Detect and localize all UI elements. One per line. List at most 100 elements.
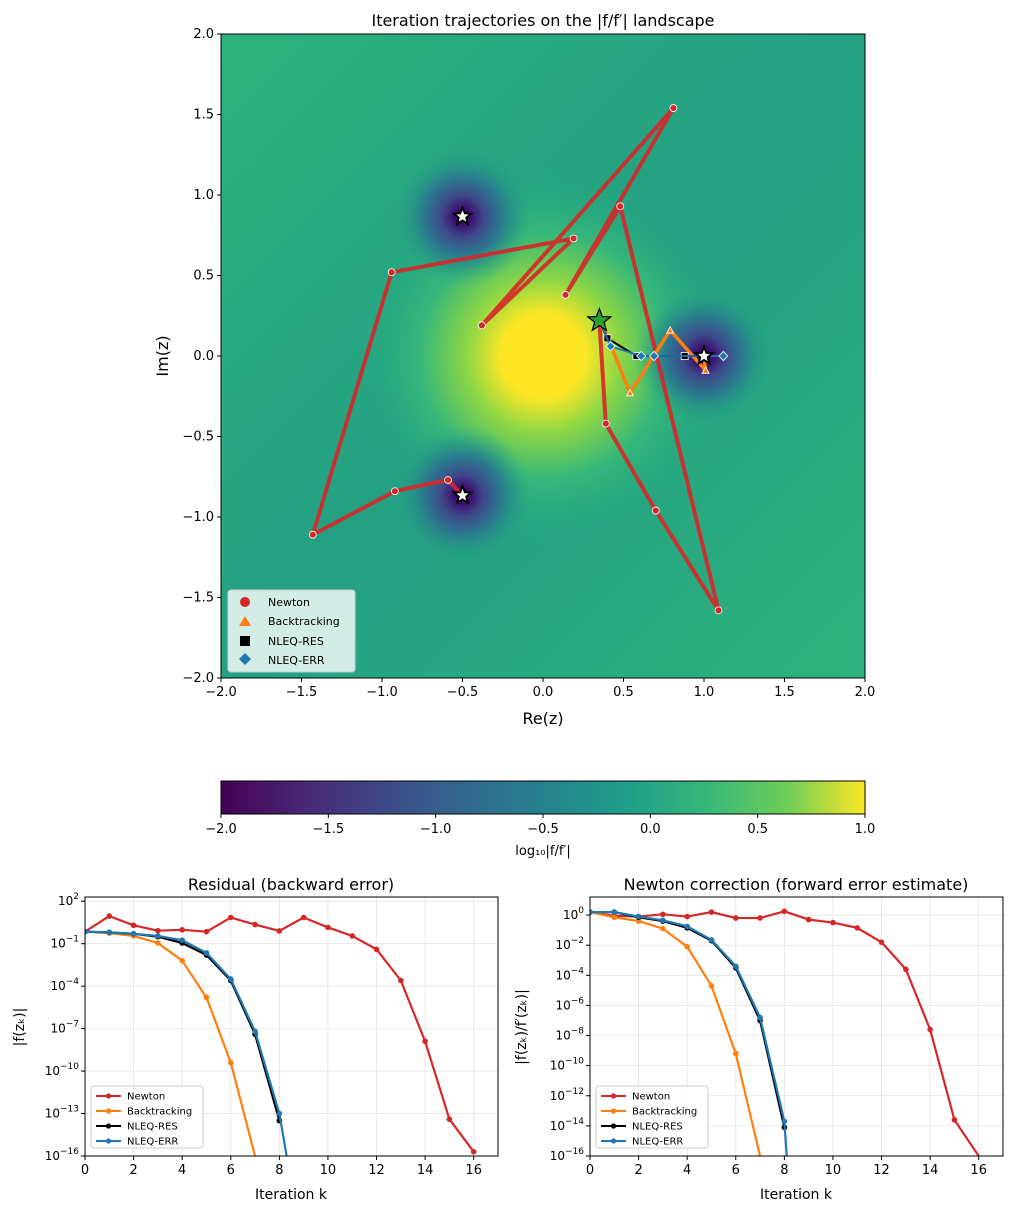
series-point [660,917,666,924]
trajectory-plot: Iteration trajectories on the |f/f′| lan… [153,11,875,728]
y-tick-exponent: −16 [60,1147,79,1157]
colorbar-tick-label: −0.5 [527,822,559,837]
y-tick-label: 10−12 [550,1087,584,1103]
x-tick-label: 0.0 [533,685,554,700]
series-point [446,1116,453,1123]
legend-label: Newton [268,596,310,609]
y-tick-base: 10 [550,1149,565,1163]
series-point [179,927,185,933]
legend-label: Newton [632,1092,670,1103]
x-tick-label: 12 [873,1163,890,1178]
series-point [106,913,113,919]
legend-label: NLEQ-RES [632,1122,683,1133]
colorbar-tick-label: 0.0 [640,822,661,837]
series-point [227,914,234,921]
y-tick-label: 0.0 [193,349,214,364]
legend-marker-icon [105,1093,112,1099]
start-star-icon [586,306,613,332]
series-point [708,937,715,943]
series-point [854,925,861,931]
y-tick-label: 10−10 [45,1062,80,1078]
series-point [660,925,666,932]
y-tick-label: 10−8 [555,1027,584,1043]
legend-item-backtracking: Backtracking [239,615,340,628]
legend-marker-icon [105,1123,112,1129]
circle-marker-icon [240,597,250,607]
diamond-marker [605,341,616,352]
x-tick-label: 14 [922,1163,939,1178]
series-point [179,937,185,943]
y-tick-base: 10 [555,968,570,982]
circle-marker [561,290,570,299]
series-point [252,1028,258,1035]
triangle-marker [701,366,710,374]
series-point [732,1050,739,1057]
y-tick-label: 10−14 [550,1117,585,1133]
circle-marker [390,487,399,496]
landscape-heatmap [221,34,865,678]
colorbar-tick-label: 0.5 [747,822,768,837]
series-point [470,1148,477,1155]
colorbar-tick-label: −2.0 [205,822,237,837]
series-point [398,977,404,984]
y-tick-label: 0.5 [193,269,214,284]
y-tick-exponent: −1 [66,935,79,945]
colorbar-tick-label: −1.5 [313,822,345,837]
series-point [951,1117,958,1123]
y-tick-base: 10 [550,1059,565,1073]
x-tick-label: −0.5 [447,685,479,700]
diamond-marker [649,350,660,362]
triangle-marker-icon [239,616,251,626]
y-tick-label: −0.5 [182,430,214,445]
y-tick-exponent: −12 [565,1087,584,1097]
diamond-marker [718,350,729,362]
series-point [227,976,234,982]
y-tick-label: 10−4 [555,966,584,982]
correction-legend: Newton Backtracking NLEQ-RES NLEQ-ERR [595,1085,709,1149]
legend-label: NLEQ-RES [127,1122,178,1133]
series-point [830,919,836,926]
x-tick-label: 8 [275,1163,283,1178]
diamond-marker-icon [239,653,251,665]
x-tick-label: −2.0 [205,685,237,700]
series-newton [85,913,477,1155]
series-point [684,943,690,950]
circle-marker [651,506,660,515]
series-line [85,930,288,1156]
y-tick-exponent: −10 [565,1057,584,1067]
y-tick-label: −1.5 [182,591,214,606]
legend-marker-icon [105,1108,112,1114]
root-star-icon [451,205,474,227]
colorbar-gradient [220,780,866,815]
correction-xlabel: Iteration k [760,1187,833,1203]
y-tick-exponent: −4 [66,977,80,987]
diamond-marker [636,350,647,362]
triangle-marker [625,388,635,397]
y-tick-label: 10−16 [550,1147,585,1163]
y-tick-exponent: −6 [571,996,585,1006]
legend-marker-icon [610,1138,617,1144]
series-nleq-err [85,928,288,1156]
colorbar-tick-label: −1.0 [420,822,452,837]
circle-marker [569,234,578,243]
circle-marker [387,268,396,277]
series-point [203,950,210,956]
series-line [590,910,762,1156]
legend-label: Backtracking [268,615,340,628]
correction-title: Newton correction (forward error estimat… [624,875,969,894]
legend-marker-icon [610,1123,617,1129]
colorbar-label: log₁₀|f/f′| [515,844,571,859]
correction-plot: Newton correction (forward error estimat… [514,875,1004,1203]
x-tick-label: 14 [417,1163,434,1178]
series-point [373,946,380,953]
series-point [781,1118,788,1125]
legend-item-newton: Newton [240,596,310,609]
root-star-icon [692,344,716,366]
y-tick-label: −1.0 [182,510,214,525]
y-tick-label: 10−1 [50,935,79,951]
series-point [300,914,307,921]
x-tick-label: 0.5 [613,685,634,700]
y-tick-base: 10 [555,1029,570,1043]
y-tick-exponent: −2 [571,936,584,946]
series-point [708,983,715,989]
